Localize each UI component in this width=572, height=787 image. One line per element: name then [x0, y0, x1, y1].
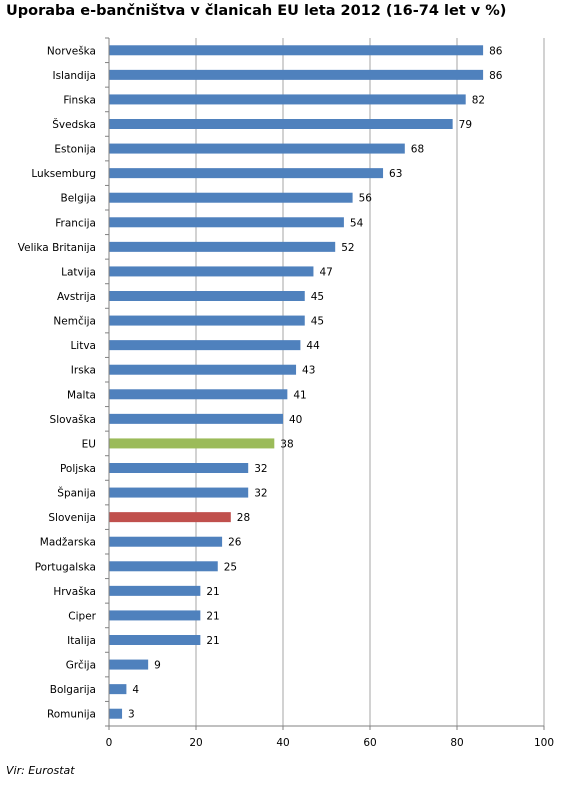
data-label: 38 — [280, 438, 293, 450]
bar — [109, 340, 301, 351]
bar — [109, 708, 123, 719]
category-label: Litva — [70, 340, 96, 352]
data-label: 86 — [489, 45, 503, 57]
data-label: 40 — [289, 414, 302, 426]
bar — [109, 463, 249, 473]
data-label: 28 — [237, 512, 250, 524]
data-label: 32 — [254, 463, 267, 475]
bars — [109, 45, 484, 719]
data-label: 21 — [206, 586, 219, 598]
data-label: 26 — [228, 537, 242, 549]
bar — [109, 561, 218, 572]
data-label: 41 — [293, 389, 306, 401]
data-label: 54 — [350, 217, 364, 229]
bar — [109, 69, 484, 80]
data-label: 82 — [472, 94, 485, 106]
category-label: Švedska — [52, 118, 96, 131]
gridlines — [195, 38, 545, 726]
category-label: Islandija — [52, 70, 96, 82]
bar — [109, 119, 453, 129]
bar — [109, 291, 305, 301]
data-label: 86 — [489, 70, 503, 82]
data-label: 79 — [459, 119, 472, 131]
x-tick-label: 80 — [450, 737, 463, 749]
source-note: Vir: Eurostat — [6, 764, 75, 777]
category-label: Ciper — [68, 610, 96, 622]
data-label: 68 — [411, 144, 424, 156]
axes — [105, 37, 545, 730]
category-label: Grčija — [66, 660, 96, 672]
category-label: Romunija — [47, 709, 96, 721]
x-tick-label: 20 — [189, 737, 202, 749]
data-label: 45 — [311, 291, 324, 303]
x-tick-label: 40 — [276, 737, 289, 749]
data-label: 3 — [128, 709, 135, 721]
bar — [109, 487, 249, 498]
bar — [109, 364, 297, 375]
bar — [109, 217, 344, 228]
bar — [109, 266, 314, 277]
bar — [109, 635, 201, 645]
bar — [109, 659, 149, 670]
labels: 0 20 40 60 80 100 Norveška 86 Islandija 86 Finska 8… — [18, 45, 554, 749]
bar — [109, 168, 384, 179]
data-label: 32 — [254, 488, 267, 500]
data-label: 63 — [389, 168, 402, 180]
category-label: Norveška — [47, 45, 96, 57]
bar — [109, 389, 288, 400]
bar — [109, 143, 405, 154]
category-label: Malta — [67, 389, 96, 401]
data-label: 21 — [206, 635, 219, 647]
category-label: Italija — [67, 635, 96, 647]
category-label: Avstrija — [57, 291, 96, 303]
x-tick-label: 60 — [363, 737, 376, 749]
category-label: Francija — [55, 217, 96, 229]
data-label: 56 — [359, 193, 373, 205]
data-label: 44 — [306, 340, 320, 352]
x-tick-label: 0 — [106, 737, 113, 749]
category-label: Slovenija — [48, 512, 96, 524]
category-label: Irska — [71, 365, 96, 377]
category-label: Nemčija — [53, 316, 96, 328]
bar — [109, 610, 201, 621]
category-label: Španija — [57, 487, 96, 500]
bar — [109, 536, 223, 547]
category-label: EU — [82, 438, 96, 450]
category-label: Finska — [63, 94, 96, 106]
bar — [109, 241, 336, 252]
bar — [109, 585, 201, 596]
bar — [109, 192, 353, 203]
x-tick-label: 100 — [534, 737, 554, 749]
chart-title: Uporaba e-bančništva v članicah EU leta … — [6, 3, 507, 19]
bar — [109, 94, 466, 105]
bar — [109, 45, 484, 56]
bar — [109, 438, 275, 449]
bar — [109, 315, 305, 326]
category-label: Latvija — [61, 266, 96, 278]
bar — [109, 684, 127, 695]
category-label: Luksemburg — [31, 168, 96, 180]
bar — [109, 413, 283, 424]
data-label: 47 — [319, 266, 332, 278]
category-label: Velika Britanija — [18, 242, 96, 254]
category-label: Slovaška — [50, 414, 96, 426]
category-label: Belgija — [60, 193, 96, 205]
data-label: 21 — [206, 610, 219, 622]
data-label: 4 — [132, 684, 139, 696]
category-label: Bolgarija — [50, 684, 96, 696]
category-label: Madžarska — [40, 537, 96, 549]
data-label: 9 — [154, 660, 161, 672]
data-label: 43 — [302, 365, 315, 377]
category-label: Hrvaška — [53, 586, 96, 598]
category-label: Portugalska — [35, 561, 96, 573]
data-label: 25 — [224, 561, 237, 573]
category-label: Poljska — [60, 463, 96, 475]
bar — [109, 512, 231, 523]
category-label: Estonija — [54, 144, 96, 156]
data-label: 52 — [341, 242, 354, 254]
data-label: 45 — [311, 316, 324, 328]
